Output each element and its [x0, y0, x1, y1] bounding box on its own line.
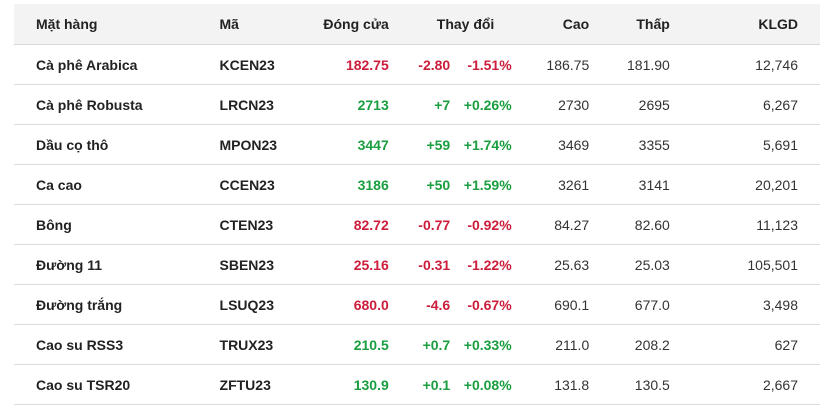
cell-item: Dầu cọ thô	[14, 124, 220, 165]
header-volume: KLGD	[669, 4, 820, 45]
cell-code: TRUX23	[219, 324, 293, 365]
cell-high: 186.75	[511, 44, 590, 85]
cell-volume: 6,267	[669, 84, 820, 125]
cell-low: 2695	[589, 84, 670, 125]
cell-change-percent: +0.26%	[450, 84, 512, 125]
cell-high: 3261	[511, 164, 590, 205]
cell-item: Cà phê Robusta	[14, 84, 220, 125]
cell-volume: 105,501	[669, 244, 820, 285]
cell-code: LSUQ23	[219, 284, 293, 325]
cell-low: 82.60	[589, 204, 670, 245]
header-change: Thay đổi	[388, 4, 512, 45]
cell-close: 130.9	[292, 364, 389, 405]
cell-item: Cao su RSS3	[14, 324, 220, 365]
cell-code: ZFTU23	[219, 364, 293, 405]
cell-low: 130.5	[589, 364, 670, 405]
table-row[interactable]: Dầu cọ thô MPON23 3447 +59 +1.74% 3469 3355 5,6…	[14, 124, 820, 165]
cell-low: 181.90	[589, 44, 670, 85]
header-close: Đóng cửa	[292, 4, 389, 45]
cell-low: 677.0	[589, 284, 670, 325]
cell-code: LRCN23	[219, 84, 293, 125]
cell-low: 208.2	[589, 324, 670, 365]
cell-item: Đường trắng	[14, 284, 220, 325]
cell-volume: 11,123	[669, 204, 820, 245]
cell-change: -2.80	[388, 44, 451, 85]
table-body: Cà phê Arabica KCEN23 182.75 -2.80 -1.51% 186…	[14, 44, 820, 405]
cell-high: 211.0	[511, 324, 590, 365]
cell-change: +0.7	[388, 324, 451, 365]
cell-low: 25.03	[589, 244, 670, 285]
cell-change: +50	[388, 164, 451, 205]
cell-change-percent: -1.22%	[450, 244, 512, 285]
cell-item: Bông	[14, 204, 220, 245]
cell-change: +59	[388, 124, 451, 165]
cell-change: +0.1	[388, 364, 451, 405]
cell-close: 2713	[292, 84, 389, 125]
cell-low: 3141	[589, 164, 670, 205]
table-row[interactable]: Cao su TSR20 ZFTU23 130.9 +0.1 +0.08% 131.8 13…	[14, 364, 820, 405]
cell-volume: 12,746	[669, 44, 820, 85]
table-row[interactable]: Bông CTEN23 82.72 -0.77 -0.92% 84.27 82.60 11,1…	[14, 204, 820, 245]
cell-item: Cà phê Arabica	[14, 44, 220, 85]
table-row[interactable]: Cao su RSS3 TRUX23 210.5 +0.7 +0.33% 211.0 208…	[14, 324, 820, 365]
cell-code: CTEN23	[219, 204, 293, 245]
cell-code: CCEN23	[219, 164, 293, 205]
table-row[interactable]: Đường 11 SBEN23 25.16 -0.31 -1.22% 25.63 25.03…	[14, 244, 820, 285]
cell-close: 82.72	[292, 204, 389, 245]
cell-change-percent: +0.08%	[450, 364, 512, 405]
cell-close: 182.75	[292, 44, 389, 85]
cell-change-percent: -0.92%	[450, 204, 512, 245]
cell-close: 25.16	[292, 244, 389, 285]
cell-volume: 2,667	[669, 364, 820, 405]
table-row[interactable]: Đường trắng LSUQ23 680.0 -4.6 -0.67% 690.1 677…	[14, 284, 820, 325]
table-header: Mặt hàng Mã Đóng cửa Thay đổi Cao Thấp K…	[14, 4, 820, 45]
cell-item: Ca cao	[14, 164, 220, 205]
cell-change: +7	[388, 84, 451, 125]
cell-high: 690.1	[511, 284, 590, 325]
table-row[interactable]: Cà phê Arabica KCEN23 182.75 -2.80 -1.51% 186…	[14, 44, 820, 85]
header-low: Thấp	[589, 4, 670, 45]
cell-code: MPON23	[219, 124, 293, 165]
commodity-price-table-container: Mặt hàng Mã Đóng cửa Thay đổi Cao Thấp K…	[14, 4, 820, 405]
cell-high: 3469	[511, 124, 590, 165]
cell-item: Cao su TSR20	[14, 364, 220, 405]
cell-code: SBEN23	[219, 244, 293, 285]
cell-high: 25.63	[511, 244, 590, 285]
cell-code: KCEN23	[219, 44, 293, 85]
cell-volume: 3,498	[669, 284, 820, 325]
cell-change-percent: +1.74%	[450, 124, 512, 165]
header-code: Mã	[219, 4, 293, 45]
header-high: Cao	[511, 4, 590, 45]
cell-change-percent: +0.33%	[450, 324, 512, 365]
cell-close: 210.5	[292, 324, 389, 365]
cell-volume: 20,201	[669, 164, 820, 205]
cell-low: 3355	[589, 124, 670, 165]
header-row: Mặt hàng Mã Đóng cửa Thay đổi Cao Thấp K…	[14, 4, 820, 45]
cell-high: 131.8	[511, 364, 590, 405]
table-row[interactable]: Ca cao CCEN23 3186 +50 +1.59% 3261 3141 20,201	[14, 164, 820, 205]
cell-change: -4.6	[388, 284, 451, 325]
cell-change: -0.31	[388, 244, 451, 285]
cell-change: -0.77	[388, 204, 451, 245]
cell-volume: 5,691	[669, 124, 820, 165]
cell-volume: 627	[669, 324, 820, 365]
table-row[interactable]: Cà phê Robusta LRCN23 2713 +7 +0.26% 2730 2695…	[14, 84, 820, 125]
cell-close: 3447	[292, 124, 389, 165]
cell-close: 3186	[292, 164, 389, 205]
cell-high: 84.27	[511, 204, 590, 245]
cell-close: 680.0	[292, 284, 389, 325]
header-item: Mặt hàng	[14, 4, 220, 45]
commodity-price-table: Mặt hàng Mã Đóng cửa Thay đổi Cao Thấp K…	[14, 4, 820, 405]
cell-change-percent: -1.51%	[450, 44, 512, 85]
cell-change-percent: +1.59%	[450, 164, 512, 205]
cell-high: 2730	[511, 84, 590, 125]
cell-item: Đường 11	[14, 244, 220, 285]
cell-change-percent: -0.67%	[450, 284, 512, 325]
